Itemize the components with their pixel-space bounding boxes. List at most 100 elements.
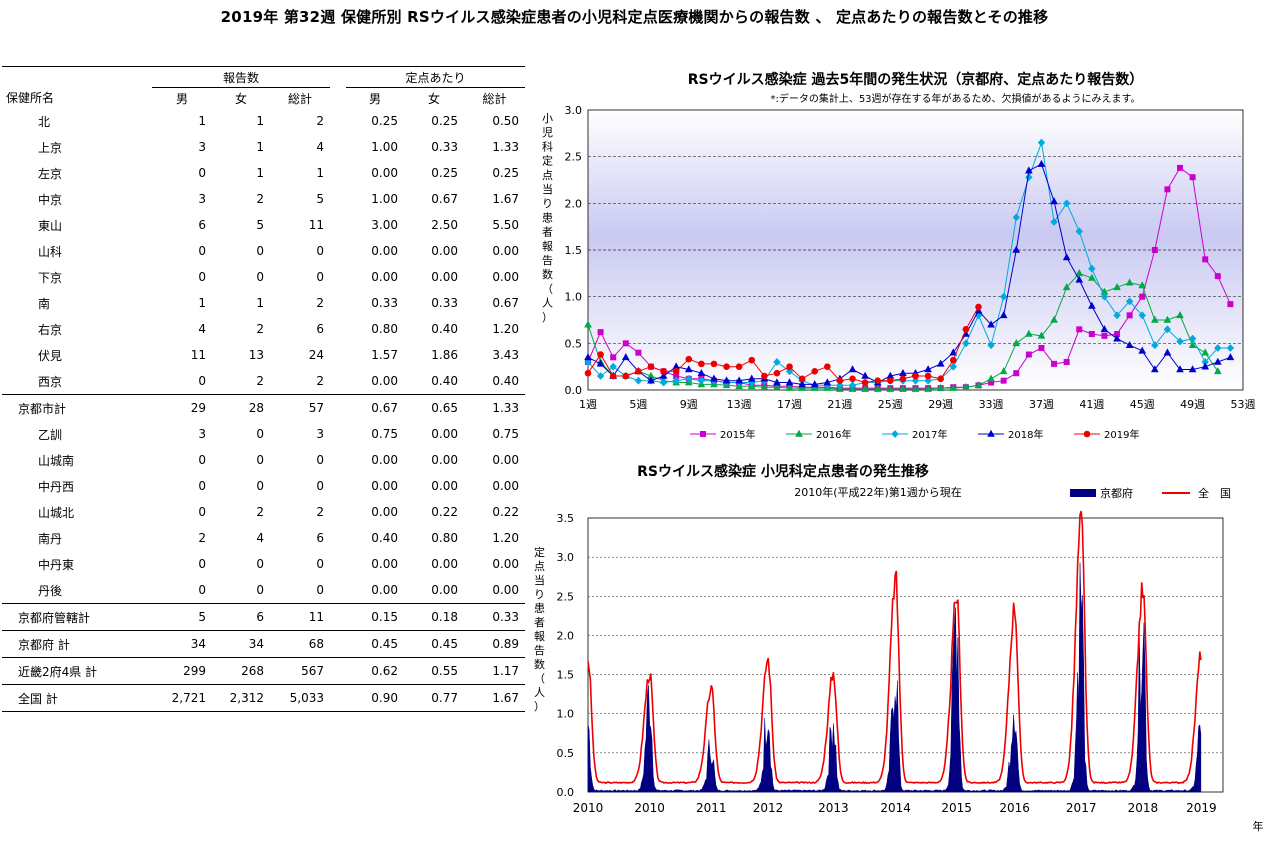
- group-header-per-site: 定点あたり: [346, 66, 526, 88]
- table-cell: 0.25: [431, 114, 459, 128]
- table-cell: 0.62: [346, 657, 405, 685]
- table-cell: 2: [316, 374, 325, 388]
- table-cell: 0: [316, 583, 325, 597]
- table-cell: 0.00: [492, 583, 520, 597]
- data-point: [773, 358, 781, 366]
- column-header: 女: [428, 91, 441, 106]
- column-header: 男: [369, 91, 382, 106]
- table-cell: 0.25: [371, 114, 399, 128]
- table-cell: 6: [316, 531, 325, 545]
- data-point: [723, 363, 730, 370]
- legend-marker: [700, 431, 706, 437]
- table-cell: 2: [256, 505, 264, 519]
- data-point: [987, 374, 995, 382]
- table-row: 山城南 0 0 0 0.00 0.00 0.00: [2, 447, 525, 473]
- table-cell: 0.89: [464, 630, 526, 658]
- data-point: [1202, 256, 1209, 263]
- row-label: 右京: [38, 322, 63, 337]
- x-tick-label: 2010: [573, 801, 604, 815]
- table-cell: 4: [198, 322, 206, 336]
- table-cell: 0.77: [404, 684, 465, 712]
- table-cell: 0.45: [404, 630, 465, 658]
- table-cell: 4: [256, 531, 264, 545]
- table-cell: 6: [212, 603, 270, 631]
- table-cell: 0.00: [431, 557, 459, 571]
- y-tick-label: 3.0: [565, 104, 583, 117]
- data-point: [1138, 281, 1147, 289]
- data-point: [912, 372, 919, 380]
- data-point: [1176, 337, 1184, 346]
- data-point: [1075, 227, 1083, 236]
- data-point: [1226, 344, 1235, 352]
- chart-subtitle: 2010年(平成22年)第1週から現在: [794, 485, 962, 499]
- legend-marker: [795, 429, 803, 437]
- data-point: [873, 384, 882, 392]
- table-cell: 0.22: [431, 505, 459, 519]
- data-point: [1151, 341, 1159, 350]
- table-row: 伏見 11 13 24 1.57 1.86 3.43: [2, 342, 525, 368]
- data-point: [1025, 173, 1033, 182]
- data-point: [647, 363, 655, 370]
- data-point: [1226, 353, 1235, 361]
- page-title: 2019年 第32週 保健所別 RSウイルス感染症患者の小児科定点医療機関からの…: [220, 8, 1049, 26]
- table-row: 中丹西 0 0 0 0.00 0.00 0.00: [2, 473, 525, 499]
- table-cell: 11: [308, 218, 325, 232]
- data-point: [584, 358, 592, 366]
- table-cell: 0.00: [431, 427, 459, 441]
- table-cell: 0: [256, 453, 264, 467]
- table-cell: 0.00: [492, 270, 520, 284]
- table-row: 南丹 2 4 6 0.40 0.80 1.20: [2, 525, 525, 551]
- data-point: [1126, 312, 1133, 319]
- data-point: [584, 320, 592, 328]
- data-point: [861, 384, 869, 392]
- legend-label: 京都府: [1100, 486, 1133, 500]
- table-row: 右京 4 2 6 0.80 0.40 1.20: [2, 316, 525, 342]
- data-point: [861, 379, 869, 386]
- data-point: [962, 339, 970, 348]
- legend-label: 全 国: [1198, 486, 1231, 500]
- x-tick-label: 21週: [827, 398, 852, 411]
- table-cell: 2: [256, 192, 264, 206]
- series-line: [587, 163, 1231, 385]
- table-cell: 68: [270, 630, 331, 658]
- chart-title: RSウイルス感染症 小児科定点患者の発生推移: [637, 463, 929, 480]
- table-cell: 3.00: [371, 218, 399, 232]
- data-point: [634, 376, 643, 385]
- table-cell: 13: [248, 348, 264, 362]
- series-2018年: [584, 159, 1235, 388]
- table-cell: 567: [270, 657, 331, 685]
- table-cell: 4: [316, 140, 325, 154]
- table-cell: 3: [198, 192, 206, 206]
- row-label: 乙訓: [38, 427, 63, 442]
- data-point: [987, 341, 995, 350]
- data-point: [773, 382, 781, 390]
- table-cell: 24: [308, 348, 325, 362]
- data-point: [861, 371, 869, 379]
- group-header-reports: 報告数: [152, 66, 331, 88]
- data-point: [1012, 339, 1021, 347]
- data-point: [761, 372, 768, 380]
- data-point: [949, 356, 957, 364]
- data-point: [899, 384, 907, 392]
- table-cell: 0.40: [492, 374, 520, 388]
- data-point: [785, 367, 794, 376]
- x-tick-label: 2017: [1066, 801, 1097, 815]
- column-header: 総計: [288, 91, 313, 106]
- row-label: 中丹東: [38, 557, 75, 572]
- data-point: [848, 381, 857, 390]
- legend-item: 京都府: [1070, 486, 1133, 500]
- x-tick-label: 33週: [979, 398, 1004, 411]
- data-point: [748, 356, 756, 364]
- table-cell: 0: [198, 270, 206, 284]
- row-label: 南丹: [38, 531, 63, 546]
- row-label: 北: [38, 114, 51, 129]
- row-label: 東山: [38, 218, 63, 233]
- table-row: 西京 0 2 2 0.00 0.40 0.40: [2, 368, 525, 395]
- table-cell: 0: [256, 427, 264, 441]
- table-row: 乙訓 3 0 3 0.75 0.00 0.75: [2, 421, 525, 447]
- table-cell: 0.80: [371, 322, 399, 336]
- table-cell: 11: [190, 348, 206, 362]
- data-point: [785, 383, 794, 391]
- table-cell: 2: [256, 322, 264, 336]
- chart-trend-since-2010: RSウイルス感染症 小児科定点患者の発生推移 2010年(平成22年)第1週から現…: [534, 463, 1264, 833]
